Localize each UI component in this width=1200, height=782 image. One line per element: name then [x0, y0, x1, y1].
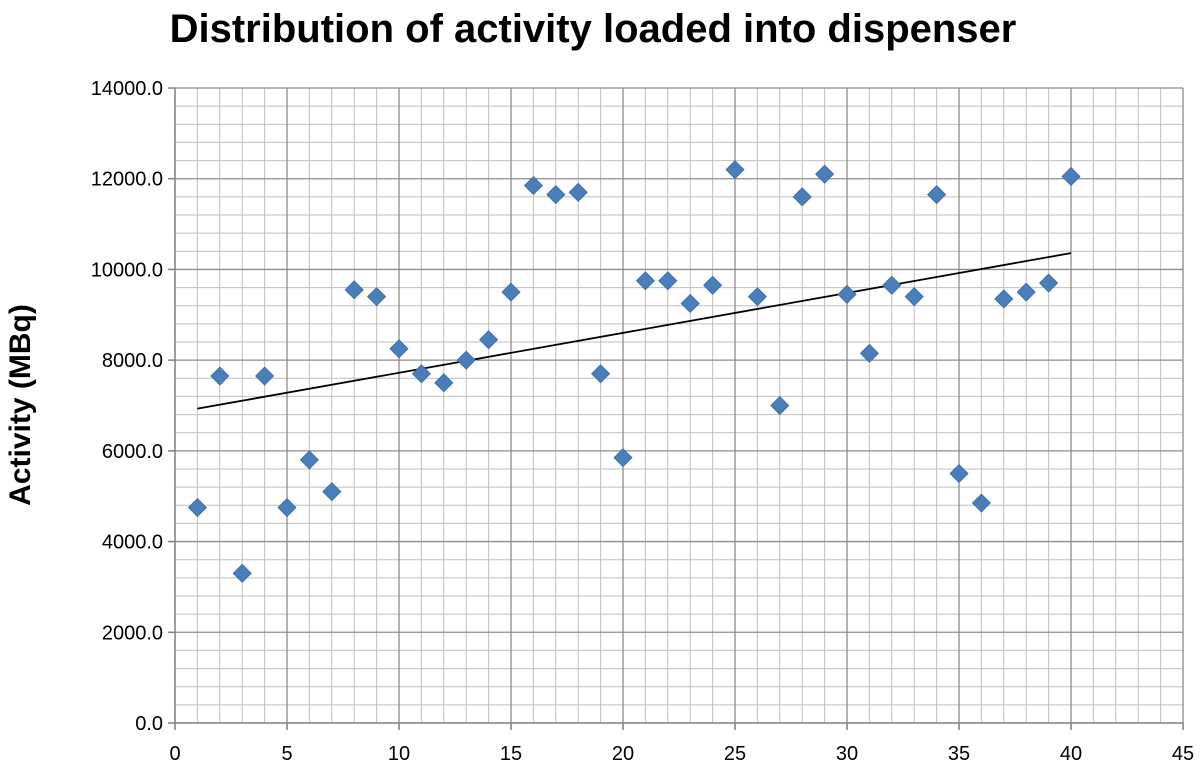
data-point [255, 366, 275, 386]
data-point [501, 282, 521, 302]
data-point [680, 293, 700, 314]
data-point [210, 366, 230, 386]
y-tick-label: 8000.0 [102, 350, 163, 372]
y-axis-label: Activity (MBq) [4, 304, 37, 506]
data-point [232, 563, 252, 583]
data-point [882, 275, 902, 295]
x-tick-label: 40 [1060, 743, 1082, 765]
data-point [322, 482, 342, 502]
data-point [792, 187, 812, 207]
y-tick-label: 4000.0 [102, 532, 163, 554]
x-tick-label: 20 [612, 743, 634, 765]
data-point [568, 182, 588, 202]
data-point [344, 280, 364, 300]
data-point [815, 164, 835, 184]
data-point [859, 343, 879, 363]
x-tick-label: 30 [836, 743, 858, 765]
data-point [613, 448, 633, 468]
y-tick-label: 2000.0 [102, 622, 163, 644]
x-tick-label: 15 [500, 743, 522, 765]
data-point [770, 395, 790, 416]
data-point [1061, 166, 1081, 187]
data-point [949, 463, 969, 484]
data-point [591, 364, 611, 384]
data-point [434, 373, 454, 393]
data-point [187, 497, 207, 518]
data-point [747, 287, 767, 307]
data-point [725, 160, 745, 180]
data-point [299, 450, 319, 470]
y-tick-label: 10000.0 [91, 259, 163, 281]
data-point [411, 364, 431, 384]
data-point [635, 271, 655, 291]
data-point [546, 185, 566, 205]
data-point [523, 175, 543, 196]
x-tick-label: 5 [281, 743, 292, 765]
x-tick-label: 10 [388, 743, 410, 765]
data-point [277, 497, 297, 518]
data-point [1016, 282, 1036, 302]
data-point [367, 287, 387, 307]
trendline-group [197, 252, 1072, 410]
data-point [994, 289, 1014, 309]
chart-title: Distribution of activity loaded into dis… [170, 7, 1017, 51]
x-tick-labels: 0 5 10 15 20 25 30 35 40 45 [169, 743, 1194, 765]
data-point [927, 185, 947, 205]
data-points [187, 160, 1081, 583]
data-point [479, 330, 499, 350]
x-tick-label: 25 [724, 743, 746, 765]
data-point [389, 339, 409, 359]
data-point [703, 275, 723, 295]
data-point [837, 284, 857, 304]
x-tick-label: 45 [1172, 743, 1194, 765]
y-tick-label: 14000.0 [91, 78, 163, 100]
axes [168, 87, 1184, 730]
x-tick-label: 0 [169, 743, 180, 765]
grid-lines [175, 87, 1184, 723]
data-point [658, 271, 678, 291]
data-point [1039, 273, 1059, 293]
y-tick-labels: 0.0 2000.0 4000.0 6000.0 8000.0 10000.0 12000.… [91, 78, 163, 735]
x-tick-label: 35 [948, 743, 970, 765]
data-point [904, 287, 924, 307]
trendline [197, 252, 1072, 410]
y-tick-label: 6000.0 [102, 441, 163, 463]
y-tick-label: 12000.0 [91, 169, 163, 191]
y-tick-label: 0.0 [135, 713, 163, 735]
data-point [971, 493, 991, 513]
data-point [456, 350, 476, 370]
